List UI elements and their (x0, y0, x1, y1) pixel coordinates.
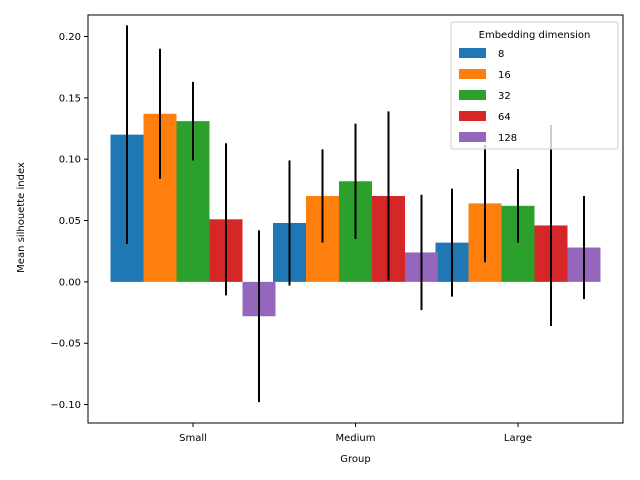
y-tick-label: 0.05 (59, 216, 81, 227)
legend: Embedding dimension 8 16 32 64 128 (450, 21, 619, 150)
x-tick-label: Medium (336, 433, 376, 444)
y-tick-label: −0.10 (50, 400, 81, 411)
legend-label-16: 16 (498, 70, 511, 81)
x-axis-label: Group (340, 454, 370, 465)
y-axis-label: Mean silhouette index (16, 162, 27, 273)
x-tick-label: Large (504, 433, 532, 444)
legend-title: Embedding dimension (479, 30, 591, 41)
y-tick-label: −0.05 (50, 339, 81, 350)
legend-swatch-32 (459, 90, 486, 100)
error-bars-layer (126, 25, 585, 403)
y-tick-label: 0.20 (59, 32, 81, 43)
legend-label-32: 32 (498, 91, 511, 102)
legend-label-128: 128 (498, 133, 517, 144)
y-tick-label: 0.15 (59, 93, 81, 104)
axes: −0.10 −0.05 0.00 0.05 0.10 0.15 0.20 Small Mediu… (50, 14, 624, 444)
legend-frame (450, 21, 619, 150)
legend-swatch-8 (459, 48, 486, 58)
y-tick-label: 0.00 (59, 277, 81, 288)
x-tick-label: Small (179, 433, 207, 444)
legend-swatch-64 (459, 111, 486, 121)
legend-swatch-128 (459, 132, 486, 142)
legend-swatch-16 (459, 69, 486, 79)
legend-label-64: 64 (498, 112, 511, 123)
y-tick-label: 0.10 (59, 155, 81, 166)
legend-label-8: 8 (498, 49, 504, 60)
